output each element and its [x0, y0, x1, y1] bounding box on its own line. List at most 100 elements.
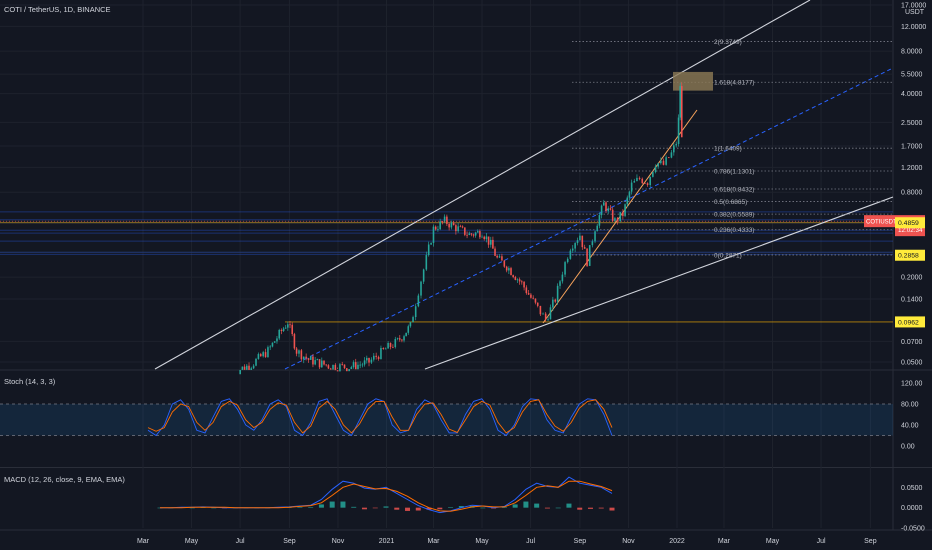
candle-body	[407, 326, 410, 333]
candle-body	[654, 166, 657, 173]
candle-body	[320, 360, 323, 368]
symbol-price-tag-label: COTIUSDT	[866, 220, 897, 226]
candle-body	[564, 262, 566, 275]
candle-body	[470, 233, 473, 235]
candle-body	[346, 368, 348, 372]
macd-histogram-bar	[351, 506, 357, 508]
candle-body	[343, 364, 346, 369]
candle-body	[554, 299, 557, 302]
candle-body	[241, 366, 244, 370]
candle-body	[293, 334, 296, 349]
time-tick-label: 2022	[669, 538, 685, 545]
time-tick-label: Nov	[332, 538, 345, 545]
candle-body	[626, 197, 629, 205]
candle-body	[670, 152, 673, 158]
macd-histogram-bar	[523, 501, 529, 508]
candle-body	[574, 243, 576, 249]
candle-body	[269, 346, 271, 348]
candle-body	[566, 258, 569, 263]
candle-body	[675, 143, 678, 146]
fib-level-label: 0.786(1.1301)	[714, 169, 754, 176]
candle-body	[384, 348, 387, 350]
candle-body	[677, 117, 680, 144]
candle-body	[605, 202, 607, 212]
stoch-k-line	[147, 398, 613, 437]
candle-body	[505, 266, 508, 271]
candle-body	[485, 236, 488, 240]
candle-body	[614, 218, 616, 221]
time-tick-label: Jul	[526, 538, 535, 545]
price-tick-label: 0.8000	[901, 190, 923, 197]
candle-body	[323, 360, 325, 365]
macd-title[interactable]: MACD (12, 26, close, 9, EMA, EMA)	[4, 475, 125, 484]
candle-body	[273, 341, 276, 343]
candle-body	[387, 342, 389, 349]
candle-body	[457, 226, 459, 232]
candle-body	[291, 324, 294, 335]
candle-body	[336, 370, 339, 372]
candle-body	[588, 245, 591, 266]
level-price-value: 0.4859	[898, 220, 919, 227]
candle-body	[652, 172, 654, 177]
time-tick-label: Mar	[718, 538, 731, 545]
price-tick-label: 2.5000	[901, 120, 923, 127]
stoch-title[interactable]: Stoch (14, 3, 3)	[4, 377, 56, 386]
candle-body	[405, 332, 407, 337]
candle-body	[516, 279, 519, 281]
stoch-panel[interactable]	[0, 398, 893, 437]
candle-body	[501, 256, 503, 261]
candle-body	[255, 358, 257, 366]
candle-body	[276, 338, 278, 342]
candle-body	[609, 208, 612, 210]
candle-body	[559, 281, 561, 286]
time-tick-label: Sep	[283, 538, 296, 545]
candle-layer[interactable]	[239, 82, 683, 375]
candle-body	[409, 322, 412, 327]
price-tick-label: 0.0500	[901, 360, 923, 367]
macd-tick-label: 0.0500	[901, 485, 923, 492]
candle-body	[262, 352, 264, 357]
candle-body	[401, 339, 403, 341]
fib-level-label: 0.382(0.5589)	[714, 212, 754, 219]
candle-body	[542, 313, 544, 315]
candle-body	[503, 260, 506, 267]
candle-body	[591, 241, 594, 246]
time-tick-label: May	[766, 538, 780, 545]
macd-tick-label: 0.0000	[901, 505, 923, 512]
countdown-value: 12:02:34	[898, 227, 923, 234]
candle-body	[341, 364, 344, 366]
candle-body	[366, 357, 368, 361]
candle-body	[638, 177, 641, 179]
candle-body	[662, 160, 665, 165]
macd-panel[interactable]	[157, 476, 615, 514]
currency-label: USDT	[905, 9, 925, 16]
candle-body	[259, 354, 262, 357]
candle-body	[250, 368, 253, 370]
candle-body	[481, 236, 483, 238]
candle-body	[525, 287, 528, 294]
price-tick-label: 17.0000	[901, 3, 926, 10]
candle-body	[510, 268, 512, 276]
candle-body	[443, 216, 446, 222]
candle-body	[569, 250, 572, 259]
candle-body	[450, 222, 453, 228]
symbol-price-tag	[864, 215, 895, 228]
candle-body	[414, 306, 417, 318]
symbol-title[interactable]: COTI / TetherUS, 1D, BINANCE	[4, 5, 111, 14]
level-price-badge	[895, 316, 925, 328]
candle-body	[576, 240, 579, 244]
macd-histogram-bar	[501, 507, 507, 508]
candle-body	[479, 231, 481, 238]
candle-body	[334, 364, 337, 371]
candle-body	[377, 356, 380, 360]
macd-histogram-bar	[361, 507, 367, 510]
macd-histogram-bar	[480, 507, 486, 509]
candle-body	[239, 369, 241, 375]
candle-body	[489, 239, 492, 245]
candle-body	[417, 295, 420, 307]
candle-body	[641, 178, 644, 184]
time-tick-label: May	[185, 538, 199, 545]
candle-body	[633, 181, 636, 183]
time-tick-label: 2021	[379, 538, 395, 545]
